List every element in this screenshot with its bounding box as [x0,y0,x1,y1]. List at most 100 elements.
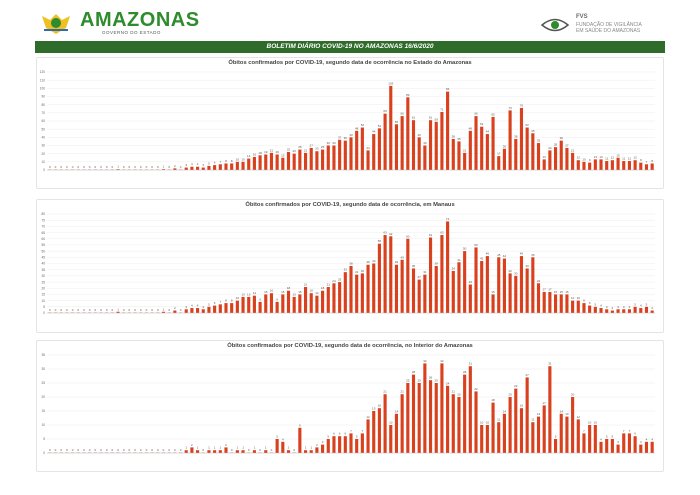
bar [576,160,580,170]
bar [599,308,603,313]
bar [474,247,478,313]
bar [451,394,455,453]
data-label: 27 [525,373,529,377]
bar [366,150,370,170]
data-label: 0 [146,165,148,169]
bar [474,116,478,170]
data-label: 9 [299,423,301,427]
bar [525,127,529,170]
bar [161,169,166,170]
data-label: 61 [429,233,433,237]
bar [355,130,359,170]
data-label: 2 [225,443,227,447]
bar [264,450,268,453]
data-label: 0 [112,165,114,169]
data-label: 8 [225,299,227,303]
bar [400,394,404,453]
data-label: 3 [185,305,187,309]
bar [519,408,524,453]
bar [213,165,217,170]
bar [588,162,592,170]
data-label: 6 [214,161,216,165]
bar [230,303,234,313]
data-label: 9 [259,297,261,301]
data-label: 0 [106,165,108,169]
y-tick-label: 40 [41,262,45,266]
y-tick-label: 30 [41,274,45,278]
bar [622,309,626,313]
data-label: 15 [616,153,620,157]
bar [349,137,353,170]
bar [531,257,535,313]
data-label: 0 [49,308,51,312]
data-label: 0 [106,448,108,452]
data-label: 0 [100,165,102,169]
data-label: 0 [66,165,68,169]
data-label: 5 [327,435,329,439]
data-label: 15 [554,290,558,294]
bar [497,257,501,313]
bar [389,85,393,170]
bar [309,450,313,453]
y-tick-label: 60 [41,237,45,241]
bar [281,294,285,313]
data-label: 24 [537,279,541,283]
bar [343,272,347,313]
bar [627,433,631,453]
data-label: 3 [640,440,642,444]
data-label: 0 [112,308,114,312]
bar [440,363,444,453]
bar [446,221,450,313]
state-crest-icon [42,14,70,34]
data-label: 2 [191,443,193,447]
data-label: 24 [548,146,552,150]
bar [349,433,353,453]
bar [417,137,421,170]
data-label: 27 [565,143,569,147]
data-label: 0 [129,448,131,452]
bar [525,377,529,453]
bar [315,151,319,170]
fvs-logo: FVS FUNDAÇÃO DE VIGILÂNCIA EM SAÚDE DO A… [540,14,690,38]
data-label: 45 [531,253,535,257]
data-label: 20 [571,393,575,397]
data-label: 0 [49,165,51,169]
data-label: 9 [276,297,278,301]
bar [616,309,620,313]
data-label: 11 [531,418,534,422]
bar [190,308,194,313]
bar [372,263,376,313]
data-label: 10 [588,421,592,425]
bar [610,160,614,170]
bar [622,161,626,170]
bar [275,154,279,170]
data-label: 21 [463,148,467,152]
data-label: 5 [595,302,597,306]
data-label: 5 [555,435,557,439]
data-label: 8 [231,299,233,303]
data-label: 0 [66,448,68,452]
data-label: 16 [378,404,382,408]
bar [639,162,643,170]
bar [196,166,200,170]
data-label: 38 [514,134,518,138]
y-tick-label: 50 [41,249,45,253]
bar [332,145,336,170]
data-label: 14 [503,409,507,413]
bar [394,264,399,313]
data-label: 15 [298,290,302,294]
bar [326,145,330,170]
data-label: 6 [333,432,335,436]
data-label: 15 [281,153,285,157]
data-label: 8 [651,159,653,163]
bar [321,149,325,170]
bar [576,300,580,313]
data-label: 0 [129,308,131,312]
data-label: 2 [174,164,176,168]
data-label: 0 [100,448,102,452]
data-label: 24 [446,381,450,385]
bar [383,113,387,170]
data-label: 0 [140,308,142,312]
